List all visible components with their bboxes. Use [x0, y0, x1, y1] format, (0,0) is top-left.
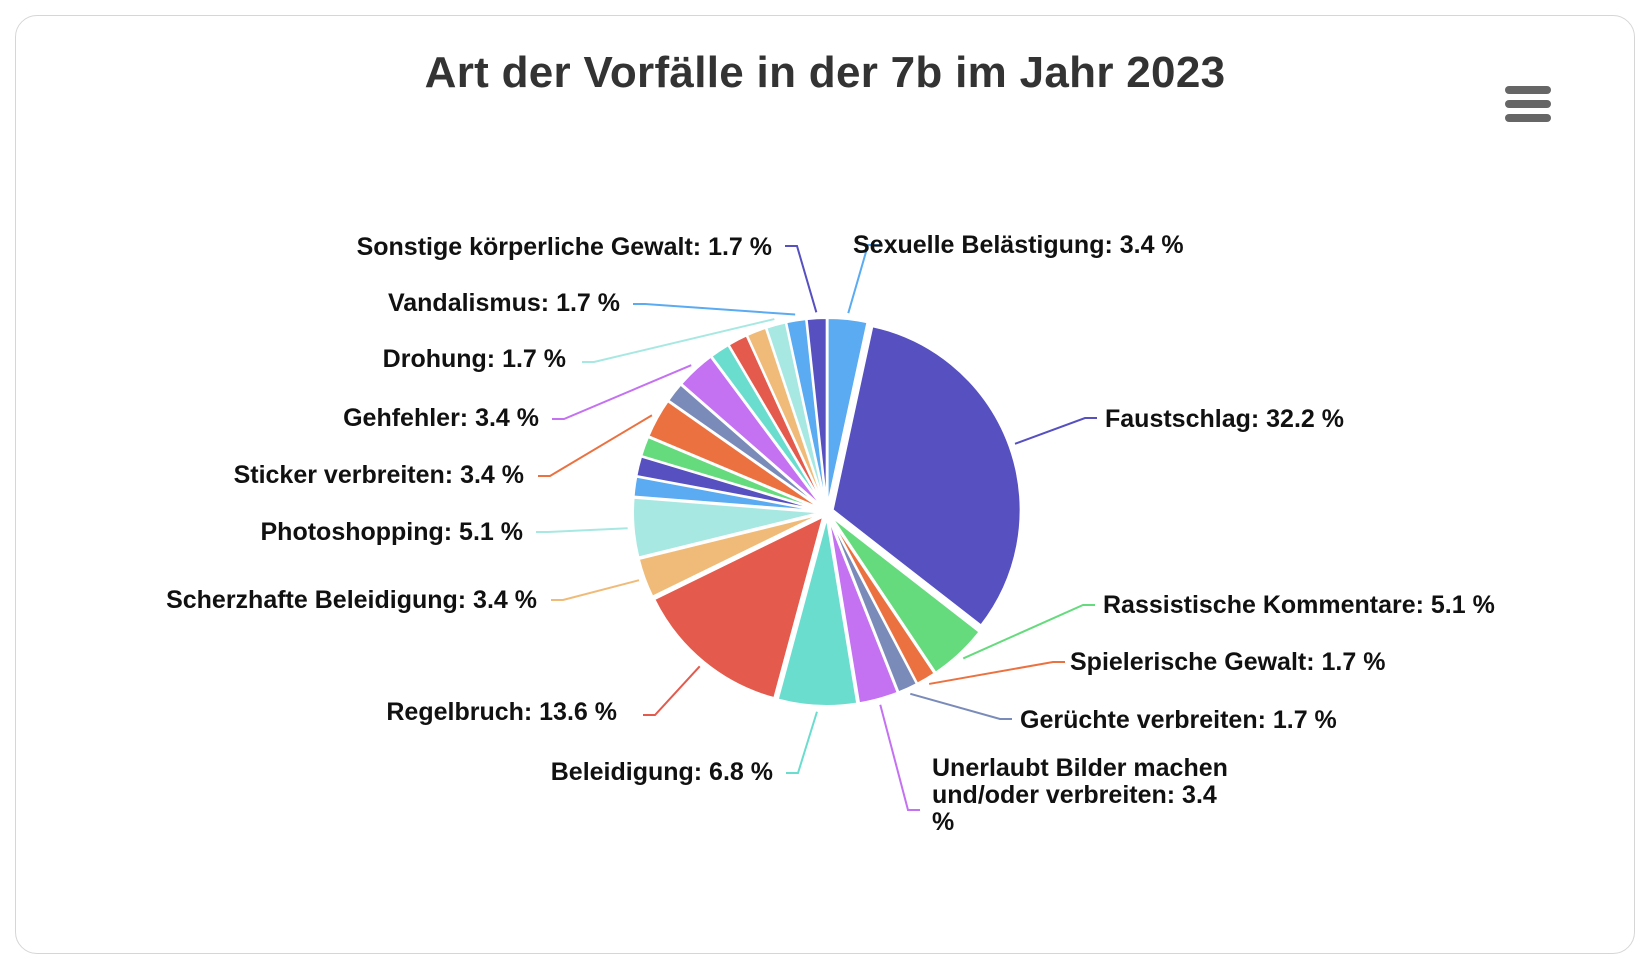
data-label-sonstige-körperliche-gewalt: Sonstige körperliche Gewalt: 1.7 %: [357, 233, 772, 261]
connector-scherzhafte-beleidigung: [551, 579, 640, 601]
pie-slice-unerlaubt-bilder-machen-und-oder-verbreiten[interactable]: [827, 516, 899, 705]
connector-gerüchte-verbreiten: [910, 692, 1012, 720]
connector-spielerische-gewalt: [928, 661, 1065, 685]
chart-title: Art der Vorfälle in der 7b im Jahr 2023: [424, 48, 1226, 97]
data-label-regelbruch: Regelbruch: 13.6 %: [386, 698, 617, 726]
data-label-beleidigung: Beleidigung: 6.8 %: [551, 758, 773, 786]
pie-slice-rassistische-kommentare[interactable]: [830, 515, 981, 674]
data-label-scherzhafte-beleidigung: Scherzhafte Beleidigung: 3.4 %: [166, 586, 537, 614]
connector-drohung: [582, 318, 775, 363]
connector-sticker-verbreiten: [538, 414, 653, 477]
pie-slice-regelbruch[interactable]: [653, 515, 825, 700]
data-label-drohung: Drohung: 1.7 %: [383, 345, 566, 373]
connector-unerlaubt-bilder-machen-und-oder-verbreiten: [879, 704, 920, 811]
connector-sexuelle-belästigung: [847, 244, 880, 314]
connector-regelbruch: [643, 665, 701, 716]
data-label-gerüchte-verbreiten: Gerüchte verbreiten: 1.7 %: [1020, 706, 1337, 734]
connector-sonstige-körperliche-gewalt: [785, 245, 818, 313]
pie-slice-scherzhafte-beleidigung[interactable]: [637, 513, 823, 598]
pie-slice-photoshopping[interactable]: [632, 496, 823, 559]
data-label-rassistische-kommentare: Rassistische Kommentare: 5.1 %: [1103, 591, 1495, 619]
pie-slice-beleidigung[interactable]: [776, 516, 859, 707]
connector-rassistische-kommentare: [962, 604, 1095, 660]
pie-slice-faustschlag[interactable]: [831, 325, 1022, 627]
connector-vandalismus: [633, 303, 796, 316]
data-label-spielerische-gewalt: Spielerische Gewalt: 1.7 %: [1070, 648, 1385, 676]
data-label-unerlaubt-bilder-machen-und-oder-verbreiten: Unerlaubt Bilder machen und/oder verbreit…: [932, 754, 1228, 836]
connector-faustschlag: [1014, 417, 1097, 445]
data-label-gehfehler: Gehfehler: 3.4 %: [343, 404, 539, 432]
data-label-faustschlag: Faustschlag: 32.2 %: [1105, 405, 1344, 433]
menu-icon[interactable]: [1505, 86, 1551, 122]
connector-gehfehler: [552, 364, 692, 420]
data-label-photoshopping: Photoshopping: 5.1 %: [261, 518, 524, 546]
data-label-sexuelle-belästigung: Sexuelle Belästigung: 3.4 %: [853, 231, 1184, 259]
connector-photoshopping: [536, 527, 628, 533]
connector-beleidigung: [786, 711, 818, 774]
data-label-sticker-verbreiten: Sticker verbreiten: 3.4 %: [234, 461, 524, 489]
data-label-vandalismus: Vandalismus: 1.7 %: [388, 289, 620, 317]
pie-slice-sonstige-körperliche-gewalt[interactable]: [805, 317, 828, 508]
